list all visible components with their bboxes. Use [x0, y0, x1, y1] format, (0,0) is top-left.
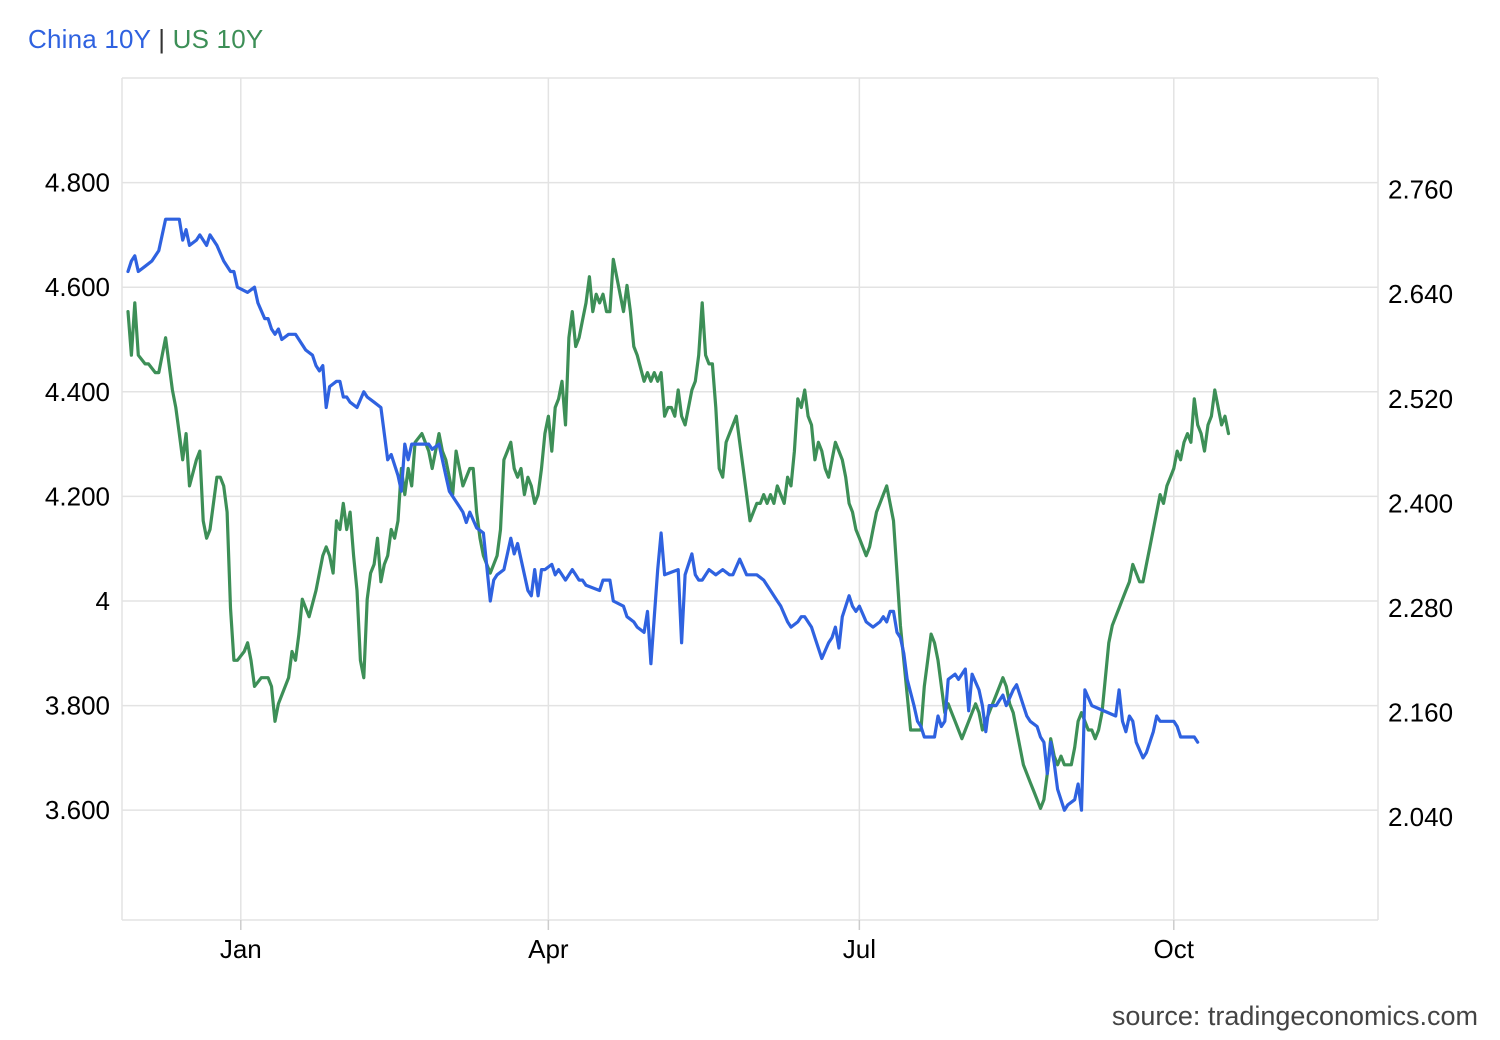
x-tick-label: Jan: [220, 934, 262, 964]
left-tick-label: 4.800: [45, 168, 110, 198]
left-tick-label: 4: [96, 586, 110, 616]
left-tick-label: 4.600: [45, 272, 110, 302]
left-tick-label: 3.600: [45, 795, 110, 825]
legend: China 10Y | US 10Y: [28, 24, 263, 55]
right-tick-label: 2.280: [1388, 593, 1453, 623]
x-tick-label: Jul: [843, 934, 876, 964]
right-axis-tick-labels: 2.040 2.160 2.280 2.400 2.520 2.640 2.760: [1388, 175, 1453, 833]
legend-us-10y[interactable]: US 10Y: [172, 24, 264, 54]
x-tick-label: Oct: [1154, 934, 1195, 964]
right-tick-label: 2.520: [1388, 384, 1453, 414]
gridlines: [121, 77, 1379, 930]
x-tick-label: Apr: [528, 934, 569, 964]
source-attribution: source: tradingeconomics.com: [1111, 1001, 1478, 1031]
right-tick-label: 2.640: [1388, 279, 1453, 309]
left-tick-label: 3.800: [45, 691, 110, 721]
series-line-us-10y[interactable]: [126, 257, 1231, 810]
x-axis-tick-labels: Jan Apr Jul Oct: [220, 934, 1195, 964]
series-layer: [126, 217, 1231, 812]
right-tick-label: 2.040: [1388, 802, 1453, 832]
legend-china-10y[interactable]: China 10Y: [28, 24, 151, 54]
right-tick-label: 2.760: [1388, 175, 1453, 205]
right-tick-label: 2.160: [1388, 698, 1453, 728]
left-tick-label: 4.200: [45, 481, 110, 511]
right-tick-label: 2.400: [1388, 488, 1453, 518]
series-line-china-10y[interactable]: [126, 217, 1200, 812]
left-tick-label: 4.400: [45, 377, 110, 407]
legend-separator: |: [158, 24, 166, 54]
left-axis-tick-labels: 3.600 3.800 4 4.200 4.400 4.600 4.800: [45, 168, 110, 826]
